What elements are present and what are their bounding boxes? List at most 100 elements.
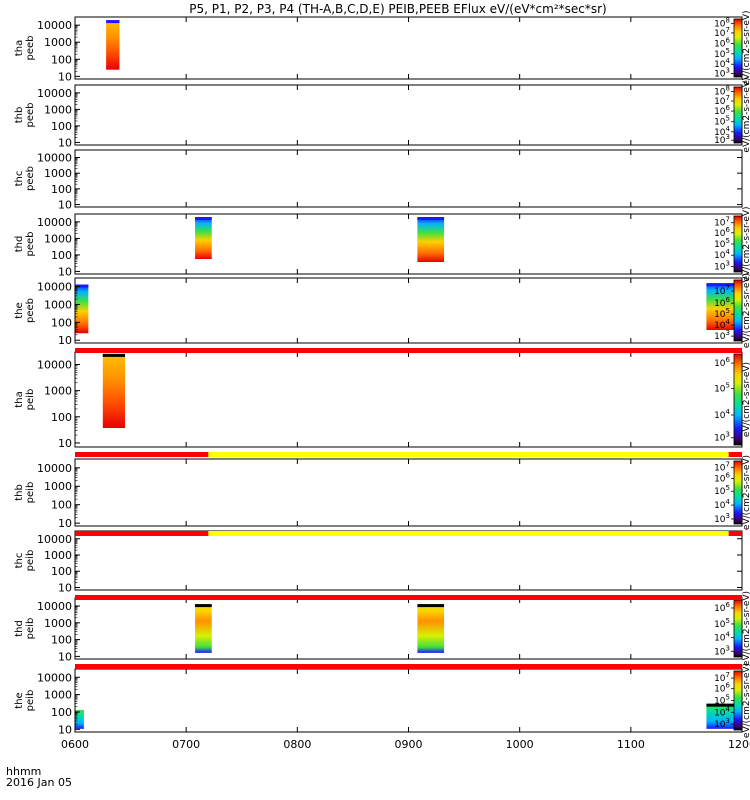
y-tick-label: 1000 bbox=[44, 689, 72, 702]
panel-frame bbox=[74, 213, 743, 275]
colorbar-tick-base: 10 bbox=[714, 97, 726, 107]
colorbar-tick-exponent: 4 bbox=[726, 125, 731, 133]
x-tick-label: 0900 bbox=[395, 738, 423, 751]
panel-label: thcpeeb bbox=[14, 166, 36, 191]
colorbar-tick-exponent: 6 bbox=[726, 36, 731, 44]
colorbar-tick-exponent: 3 bbox=[726, 512, 730, 520]
colorbar bbox=[733, 18, 743, 78]
colorbar-tick-label: 107 bbox=[714, 671, 730, 684]
panel-label-line: thb bbox=[14, 484, 25, 501]
status-bar-4 bbox=[75, 664, 742, 669]
colorbar-tick-label: 106 bbox=[714, 356, 730, 369]
colorbar-tick-label: 106 bbox=[714, 472, 730, 485]
colorbar-tick-exponent: 3 bbox=[726, 67, 730, 75]
colorbar bbox=[733, 215, 743, 273]
colorbar-tick-label: 108 bbox=[714, 17, 730, 30]
status-segment bbox=[75, 531, 209, 536]
panel-label: thdpeeb bbox=[14, 232, 36, 257]
y-tick-label: 1000 bbox=[44, 617, 72, 630]
colorbar-tick-label: 106 bbox=[714, 296, 730, 309]
colorbar-tick-base: 10 bbox=[714, 708, 726, 718]
panel-frame bbox=[74, 530, 743, 591]
colorbar-tick-exponent: 3 bbox=[726, 644, 730, 652]
colorbar-tick-exponent: 4 bbox=[726, 631, 731, 639]
colorbar-tick-exponent: 8 bbox=[726, 84, 730, 92]
colorbar-tick-exponent: 5 bbox=[726, 307, 730, 315]
colorbar-tick-label: 103 bbox=[714, 644, 730, 657]
colorbar-tick-base: 10 bbox=[714, 620, 726, 630]
data-block-thd-peib-0 bbox=[195, 604, 212, 653]
colorbar-tick-exponent: 3 bbox=[726, 133, 730, 141]
colorbar-label: eV/(cm2-s-sr-eV) bbox=[742, 206, 750, 281]
panel-label-line: the bbox=[14, 692, 25, 708]
status-segment bbox=[75, 664, 742, 669]
y-tick-label: 1000 bbox=[44, 549, 72, 562]
colorbar-tick-exponent: 4 bbox=[726, 408, 731, 416]
colorbar-tick-base: 10 bbox=[714, 29, 726, 39]
status-segment bbox=[208, 531, 729, 536]
colorbar-tick-label: 103 bbox=[714, 67, 730, 80]
colorbar-tick-base: 10 bbox=[714, 685, 726, 695]
y-tick-label: 10000 bbox=[37, 19, 72, 32]
data-block-the-peib-0 bbox=[75, 709, 84, 729]
panel-frame bbox=[74, 277, 743, 344]
colorbar-tick-label: 106 bbox=[714, 226, 730, 239]
colorbar-tick-label: 105 bbox=[714, 694, 730, 707]
colorbar-tick-label: 106 bbox=[714, 682, 730, 695]
colorbar-tick-base: 10 bbox=[714, 219, 726, 229]
y-tick-label: 10 bbox=[58, 265, 72, 278]
colorbar-tick-label: 105 bbox=[714, 115, 730, 128]
colorbar-tick-label: 107 bbox=[714, 94, 730, 107]
colorbar-tick-label: 108 bbox=[714, 84, 730, 97]
y-tick-label: 10000 bbox=[37, 462, 72, 475]
y-tick-label: 1000 bbox=[44, 103, 72, 116]
y-tick-label: 100 bbox=[51, 634, 72, 647]
x-tick-label: 1100 bbox=[617, 738, 645, 751]
colorbar-tick-base: 10 bbox=[714, 229, 726, 239]
y-tick-label: 100 bbox=[51, 53, 72, 66]
status-bar-1 bbox=[75, 452, 742, 457]
colorbar-tick-base: 10 bbox=[714, 604, 726, 614]
panel-frame bbox=[74, 458, 743, 527]
data-block-cap bbox=[195, 604, 212, 608]
colorbar-tick-exponent: 3 bbox=[726, 259, 730, 267]
colorbar-tick-base: 10 bbox=[714, 634, 726, 644]
data-block-the-peeb-0 bbox=[75, 284, 89, 334]
colorbar-tick-exponent: 4 bbox=[726, 248, 731, 256]
colorbar-tick-label: 107 bbox=[714, 216, 730, 229]
colorbar-label: eV/(cm2-s-sr-eV) bbox=[742, 663, 750, 738]
colorbar-tick-base: 10 bbox=[714, 434, 726, 444]
panel-label: thbpeeb bbox=[14, 103, 36, 128]
data-block-cap bbox=[195, 217, 212, 220]
status-bar-3 bbox=[75, 595, 742, 600]
colorbar-tick-label: 107 bbox=[714, 460, 730, 473]
colorbar-tick-label: 104 bbox=[714, 318, 730, 331]
y-tick-label: 10 bbox=[58, 334, 72, 347]
y-tick-label: 10 bbox=[58, 199, 72, 212]
colorbar-tick-base: 10 bbox=[714, 697, 726, 707]
colorbar-label: eV/(cm2-s-sr-eV) bbox=[742, 273, 750, 348]
panel-label-line: peib bbox=[25, 389, 36, 411]
panel-label-line: thd bbox=[14, 620, 25, 637]
data-block-thd-peeb-0 bbox=[195, 217, 212, 259]
colorbar-tick-label: 104 bbox=[714, 408, 730, 421]
panel-label-line: peib bbox=[25, 550, 36, 572]
colorbar-tick-exponent: 5 bbox=[726, 484, 730, 492]
colorbar bbox=[733, 353, 743, 446]
colorbar-tick-base: 10 bbox=[714, 385, 726, 395]
colorbar-tick-exponent: 6 bbox=[726, 472, 731, 480]
y-tick-label: 10 bbox=[58, 581, 72, 594]
colorbar-tick-exponent: 8 bbox=[726, 17, 730, 25]
chart-title: P5, P1, P2, P3, P4 (TH-A,B,C,D,E) PEIB,P… bbox=[189, 2, 606, 16]
status-segment bbox=[75, 452, 209, 457]
y-tick-label: 10000 bbox=[37, 151, 72, 164]
colorbar-tick-base: 10 bbox=[714, 487, 726, 497]
colorbar-tick-base: 10 bbox=[714, 128, 726, 138]
colorbar-label: eV/(cm2-s-sr-eV) bbox=[742, 10, 750, 85]
status-bar-2 bbox=[75, 531, 742, 536]
y-tick-label: 100 bbox=[51, 499, 72, 512]
